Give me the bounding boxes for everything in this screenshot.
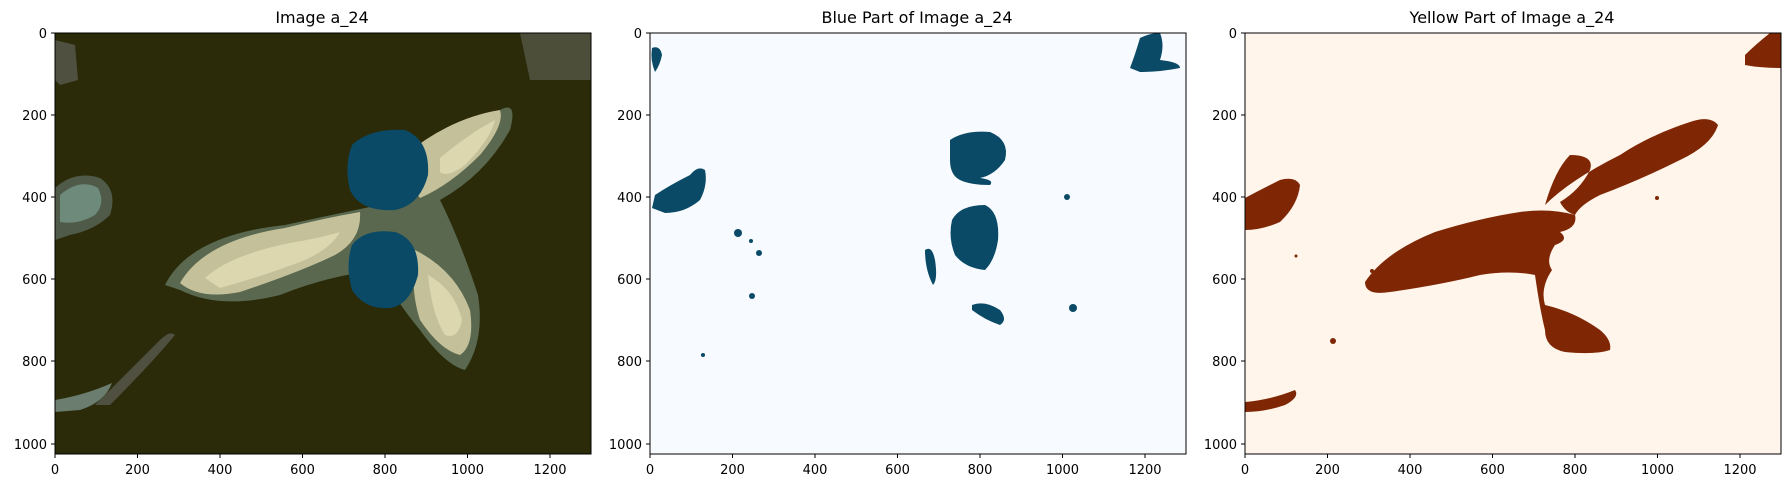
plot-frame — [649, 32, 1187, 455]
x-tick-label: 1200 — [533, 463, 566, 478]
y-tick-label: 800 — [1212, 355, 1237, 370]
y-tick-label: 0 — [39, 27, 47, 42]
y-tick-label: 400 — [617, 191, 642, 206]
panel-original: Image a_24 — [14, 8, 592, 478]
y-tick-label: 600 — [617, 273, 642, 288]
x-tick-label: 0 — [1241, 463, 1249, 478]
y-tick-label: 200 — [1212, 109, 1237, 124]
image-blue-mask — [650, 33, 1186, 454]
plot-frame — [1244, 32, 1782, 455]
x-tick-label: 0 — [646, 463, 654, 478]
x-tick-label: 0 — [51, 463, 59, 478]
x-tick-label: 800 — [1563, 463, 1588, 478]
y-axis: 0 200 400 600 800 1000 — [14, 27, 55, 453]
panel-title: Image a_24 — [275, 8, 368, 28]
x-tick-label: 1000 — [451, 463, 484, 478]
y-tick-label: 0 — [634, 27, 642, 42]
y-tick-label: 200 — [617, 109, 642, 124]
x-tick-label: 1200 — [1723, 463, 1756, 478]
image-original — [55, 33, 591, 454]
y-tick-label: 200 — [22, 109, 47, 124]
panel-yellow: Yellow Part of Image a_24 — [1204, 8, 1782, 478]
image-yellow-mask — [1245, 33, 1781, 454]
y-tick-label: 1000 — [1204, 438, 1237, 453]
y-tick-label: 800 — [617, 355, 642, 370]
x-tick-label: 800 — [373, 463, 398, 478]
x-tick-label: 600 — [290, 463, 315, 478]
y-tick-label: 1000 — [14, 438, 47, 453]
x-tick-label: 1000 — [1046, 463, 1079, 478]
x-tick-label: 400 — [803, 463, 828, 478]
y-axis: 0 200 400 600 800 1000 — [609, 27, 650, 453]
y-tick-label: 400 — [22, 191, 47, 206]
x-tick-label: 200 — [1315, 463, 1340, 478]
y-tick-label: 600 — [1212, 273, 1237, 288]
x-tick-label: 800 — [968, 463, 993, 478]
panel-title: Blue Part of Image a_24 — [821, 8, 1012, 28]
x-tick-label: 1000 — [1641, 463, 1674, 478]
x-axis: 0 200 400 600 800 1000 1200 — [51, 454, 567, 478]
x-tick-label: 400 — [1398, 463, 1423, 478]
y-tick-label: 800 — [22, 355, 47, 370]
x-tick-label: 400 — [208, 463, 233, 478]
panel-blue: Blue Part of Image a_24 — [609, 8, 1187, 478]
y-axis: 0 200 400 600 800 1000 — [1204, 27, 1245, 453]
x-tick-label: 600 — [1480, 463, 1505, 478]
x-tick-label: 200 — [720, 463, 745, 478]
y-tick-label: 600 — [22, 273, 47, 288]
x-axis: 0 200 400 600 800 1000 1200 — [646, 454, 1162, 478]
y-tick-label: 400 — [1212, 191, 1237, 206]
x-axis: 0 200 400 600 800 1000 1200 — [1241, 454, 1757, 478]
panel-title: Yellow Part of Image a_24 — [1409, 8, 1615, 28]
x-tick-label: 600 — [885, 463, 910, 478]
y-tick-label: 0 — [1229, 27, 1237, 42]
plot-frame — [54, 32, 592, 455]
x-tick-label: 1200 — [1128, 463, 1161, 478]
y-tick-label: 1000 — [609, 438, 642, 453]
x-tick-label: 200 — [125, 463, 150, 478]
